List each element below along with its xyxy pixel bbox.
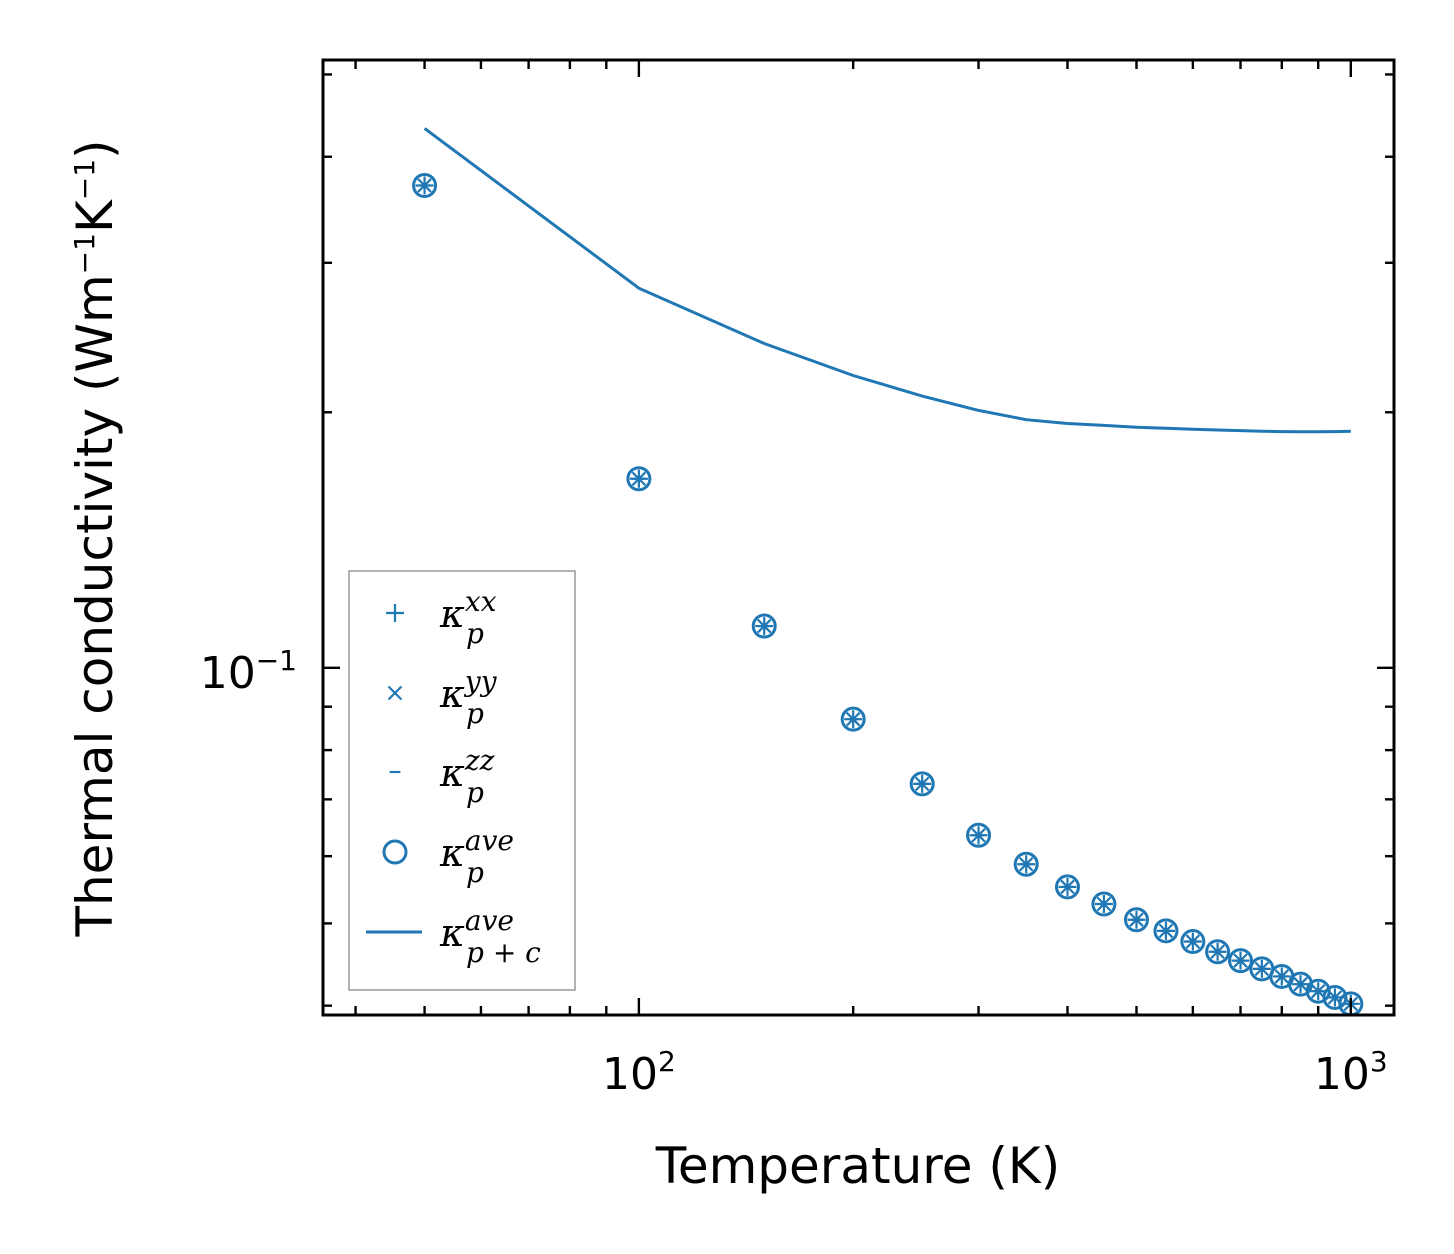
legend-subscript: p + c [466,936,541,969]
circle-marker [1054,874,1080,900]
circle-marker [840,706,866,732]
circle-marker [1091,891,1117,917]
legend-subscript: p [466,697,484,730]
legend-label: κxx [439,585,497,636]
legend-subscript: p [466,856,484,889]
legend-label: κzz [439,744,495,795]
data-point-300K [966,822,992,848]
legend-box [348,570,576,991]
data-point-850K [1288,971,1314,997]
axes-frame [321,58,1396,1017]
circle-marker [909,771,935,797]
legend-label: κave [439,904,514,955]
x-axis-label: Temperature (K) [655,1137,1060,1195]
circle-marker [1013,851,1039,877]
y-tick-label-0.1: 10−1 [200,644,297,699]
data-point-650K [1205,939,1231,965]
legend-label: κyy [439,665,498,716]
axis-ticks [323,60,1394,1015]
data-point-450K [1091,891,1117,917]
circle-marker [1180,929,1206,955]
circle-marker [412,172,438,198]
circle-marker [626,466,652,492]
circle-marker [751,613,777,639]
data-point-250K [909,771,935,797]
series-line-kappa-p-c-ave [423,127,1351,434]
legend-subscript: p [466,776,484,809]
data-point-400K [1054,874,1080,900]
x-tick-label-1000: 103 [1314,1045,1388,1100]
circle-marker [1228,948,1254,974]
legend-subscript: p [466,617,484,650]
circle-marker [1123,907,1149,933]
x-tick-label-100: 102 [602,1045,676,1100]
legend-label: κave [439,824,514,875]
y-axis-label: Thermal conductivity (Wm−1K−1) [66,139,124,937]
data-point-500K [1123,907,1149,933]
data-point-100K [626,466,652,492]
tick-labels: 102 103 10−1 [200,644,1388,1100]
data-point-50K [412,172,438,198]
x-marker-b [387,685,403,701]
data-point-350K [1013,851,1039,877]
data-point-700K [1228,948,1254,974]
data-point-200K [840,706,866,732]
data-point-550K [1153,918,1179,944]
circle-marker [1205,939,1231,965]
data-point-600K [1180,929,1206,955]
circle-marker [966,822,992,848]
circle-marker [1153,918,1179,944]
data-point-150K [751,613,777,639]
legend-circle-marker [382,839,408,865]
